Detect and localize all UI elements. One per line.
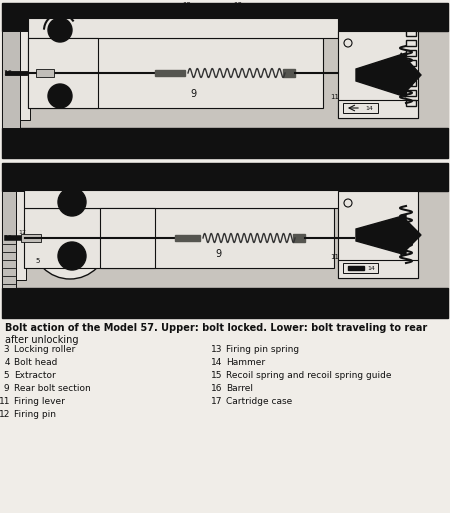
Bar bbox=[338, 31, 418, 118]
Bar bbox=[348, 266, 364, 270]
Bar bbox=[283, 69, 295, 77]
Polygon shape bbox=[356, 53, 406, 97]
Bar bbox=[21, 234, 41, 242]
Bar bbox=[338, 100, 418, 118]
Polygon shape bbox=[356, 215, 406, 255]
Text: 12: 12 bbox=[183, 2, 191, 8]
Polygon shape bbox=[401, 53, 421, 97]
Text: 14: 14 bbox=[211, 358, 222, 367]
Text: 13: 13 bbox=[211, 345, 222, 354]
Text: 15: 15 bbox=[403, 27, 412, 33]
Text: 11: 11 bbox=[330, 94, 339, 100]
Bar bbox=[338, 191, 418, 278]
Circle shape bbox=[48, 18, 72, 42]
Text: Extractor: Extractor bbox=[14, 371, 56, 380]
Bar bbox=[406, 100, 416, 106]
Bar bbox=[406, 80, 416, 86]
Bar bbox=[20, 31, 30, 120]
Text: 9: 9 bbox=[190, 89, 196, 99]
Text: 11: 11 bbox=[0, 397, 10, 406]
Text: 4: 4 bbox=[42, 14, 46, 20]
Text: 16: 16 bbox=[3, 70, 12, 76]
Text: 4: 4 bbox=[35, 186, 40, 192]
Bar bbox=[406, 70, 416, 76]
Bar bbox=[2, 288, 448, 318]
Bar bbox=[406, 60, 416, 66]
Text: 11: 11 bbox=[330, 254, 339, 260]
Bar bbox=[28, 38, 323, 108]
Text: 3: 3 bbox=[1, 345, 10, 354]
Text: 12: 12 bbox=[0, 410, 10, 419]
Text: Bolt action of the Model 57. Upper: bolt locked. Lower: bolt traveling to rear: Bolt action of the Model 57. Upper: bolt… bbox=[5, 323, 427, 333]
Text: 13: 13 bbox=[234, 2, 243, 8]
Text: 16: 16 bbox=[3, 235, 12, 241]
Text: Rear bolt section: Rear bolt section bbox=[14, 384, 91, 393]
Text: 16: 16 bbox=[211, 384, 222, 393]
Text: 13: 13 bbox=[251, 182, 260, 188]
Circle shape bbox=[344, 199, 352, 207]
Text: Locking roller: Locking roller bbox=[14, 345, 75, 354]
Bar bbox=[406, 90, 416, 96]
Text: Bolt head: Bolt head bbox=[14, 358, 58, 367]
Bar bbox=[343, 103, 378, 113]
Text: 14: 14 bbox=[367, 266, 375, 270]
Text: 17: 17 bbox=[211, 397, 222, 406]
Text: after unlocking: after unlocking bbox=[5, 335, 78, 345]
Text: Hammer: Hammer bbox=[226, 358, 265, 367]
Text: 14: 14 bbox=[365, 106, 373, 110]
Text: Cartridge case: Cartridge case bbox=[226, 397, 292, 406]
Text: 5: 5 bbox=[1, 371, 10, 380]
Bar bbox=[100, 208, 155, 268]
Text: Firing lever: Firing lever bbox=[14, 397, 65, 406]
Bar bbox=[2, 128, 448, 158]
Circle shape bbox=[32, 203, 108, 279]
Circle shape bbox=[344, 39, 352, 47]
Bar bbox=[2, 191, 16, 288]
Text: Firing pin spring: Firing pin spring bbox=[226, 345, 299, 354]
Bar bbox=[406, 50, 416, 56]
Bar bbox=[155, 70, 185, 76]
Bar bbox=[2, 31, 448, 128]
Bar bbox=[406, 40, 416, 46]
Text: 9: 9 bbox=[215, 249, 221, 259]
Bar bbox=[24, 190, 354, 208]
Polygon shape bbox=[401, 215, 421, 255]
Text: 12: 12 bbox=[198, 182, 207, 188]
Bar bbox=[28, 18, 338, 38]
Text: 17: 17 bbox=[18, 230, 26, 235]
Bar bbox=[36, 69, 54, 77]
Bar bbox=[2, 163, 448, 191]
Bar bbox=[2, 31, 20, 128]
Text: 4: 4 bbox=[1, 358, 10, 367]
Bar bbox=[406, 30, 416, 36]
Bar bbox=[175, 235, 200, 241]
Bar bbox=[24, 208, 334, 268]
Circle shape bbox=[58, 242, 86, 270]
Bar bbox=[2, 191, 448, 288]
Circle shape bbox=[58, 188, 86, 216]
Text: 15: 15 bbox=[403, 187, 412, 193]
Bar bbox=[16, 191, 26, 280]
Bar bbox=[2, 3, 448, 31]
Text: 5: 5 bbox=[35, 258, 40, 264]
Text: Recoil spring and recoil spring guide: Recoil spring and recoil spring guide bbox=[226, 371, 392, 380]
Bar bbox=[28, 38, 98, 108]
Circle shape bbox=[48, 84, 72, 108]
Text: 9: 9 bbox=[1, 384, 10, 393]
Bar bbox=[343, 263, 378, 273]
Bar bbox=[338, 260, 418, 278]
Text: Barrel: Barrel bbox=[226, 384, 253, 393]
Text: Firing pin: Firing pin bbox=[14, 410, 56, 419]
Text: 15: 15 bbox=[211, 371, 222, 380]
Bar bbox=[293, 234, 305, 242]
